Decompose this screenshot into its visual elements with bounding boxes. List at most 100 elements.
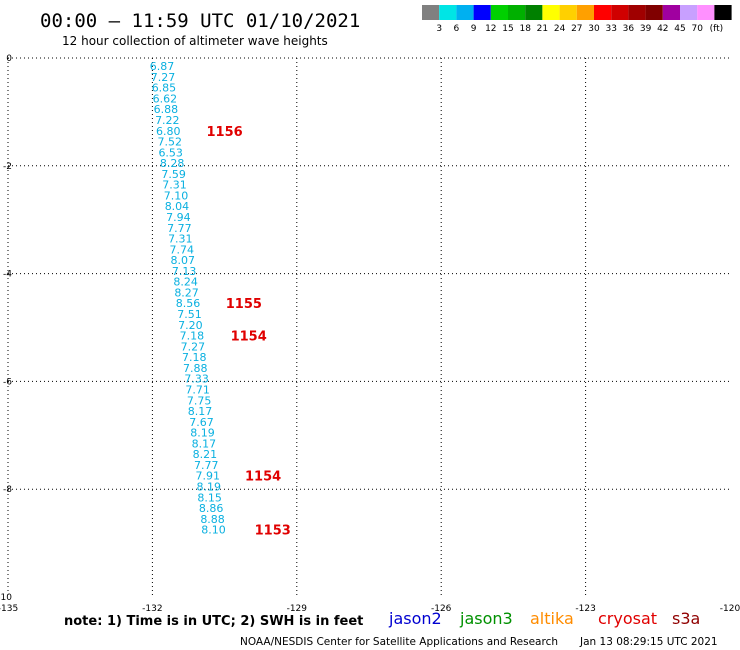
x-tick-label: -120 xyxy=(720,604,740,614)
colorbar-label: 3 xyxy=(436,24,442,34)
colorbar-swatch xyxy=(490,5,508,20)
colorbar-swatch xyxy=(662,5,680,20)
swh-value-label: 7.31 xyxy=(162,179,187,192)
satellite-legend: jason2 jason3 altika cryosat s3a xyxy=(388,609,700,628)
x-tick-label: -135 xyxy=(0,604,18,614)
y-tick-label: -8 xyxy=(3,485,12,495)
colorbar-swatch xyxy=(525,5,543,20)
colorbar-swatch xyxy=(576,5,594,20)
colorbar-label: 42 xyxy=(657,24,668,34)
colorbar-label: 70 xyxy=(691,24,703,34)
swh-value-label: 7.20 xyxy=(178,319,203,332)
colorbar-label: 21 xyxy=(537,24,548,34)
swh-value-label: 6.53 xyxy=(158,146,183,159)
swh-value-label: 7.18 xyxy=(180,330,205,343)
swh-value-label: 8.07 xyxy=(170,254,195,267)
colorbar-label: 36 xyxy=(623,24,635,34)
x-tick-label: -126 xyxy=(431,604,452,614)
colorbar-label: 9 xyxy=(471,24,477,34)
y-tick-label: 0 xyxy=(6,54,12,64)
swh-value-label: 7.18 xyxy=(182,351,207,364)
pass-time-label: 1155 xyxy=(226,297,262,312)
chart-title: 00:00 – 11:59 UTC 01/10/2021 xyxy=(40,10,360,32)
swh-value-label: 8.17 xyxy=(188,405,213,418)
colorbar-swatch xyxy=(422,5,440,20)
swh-value-label: 8.21 xyxy=(193,448,218,461)
colorbar-label: 27 xyxy=(571,24,582,34)
swh-value-label: 8.19 xyxy=(196,481,221,494)
color-legend: 3 6 9 12 15 18 21 24 27 30 33 36 39 42 45 70 (ft) xyxy=(422,5,732,34)
swh-value-label: 6.80 xyxy=(156,125,181,138)
colorbar-swatch xyxy=(456,5,474,20)
colorbar-swatch xyxy=(542,5,560,20)
swh-value-label: 7.27 xyxy=(151,71,176,84)
x-tick-label: -129 xyxy=(287,604,308,614)
swh-value-label: 8.27 xyxy=(174,286,199,299)
swh-value-label: 6.88 xyxy=(154,103,179,116)
swh-value-label: 8.17 xyxy=(192,437,217,450)
colorbar-unit: (ft) xyxy=(710,24,724,34)
swh-value-label: 6.62 xyxy=(153,92,178,105)
swh-value-label: 7.13 xyxy=(172,265,197,278)
y-tick-label: -2 xyxy=(3,162,12,172)
pass-time-label: 1156 xyxy=(207,125,243,140)
satellite-legend-altika: altika xyxy=(530,609,574,628)
swh-value-label: 7.74 xyxy=(170,243,195,256)
colorbar-swatch xyxy=(628,5,646,20)
satellite-legend-cryosat: cryosat xyxy=(598,609,657,628)
swh-value-label: 7.75 xyxy=(187,394,212,407)
colorbar-label: 33 xyxy=(605,24,616,34)
swh-value-label: 7.10 xyxy=(164,189,189,202)
satellite-legend-jason2: jason2 xyxy=(388,609,442,628)
colorbar-label: 24 xyxy=(554,24,566,34)
swh-value-label: 7.51 xyxy=(177,308,202,321)
colorbar-label: 18 xyxy=(519,24,531,34)
chart-subtitle: 12 hour collection of altimeter wave hei… xyxy=(62,34,328,48)
swh-value-label: 7.71 xyxy=(185,383,210,396)
colorbar-label: 45 xyxy=(674,24,685,34)
x-tick-label: -123 xyxy=(575,604,595,614)
y-tick-label: -10 xyxy=(0,593,12,603)
pass-time-label: 1153 xyxy=(255,524,291,539)
swh-value-label: 8.19 xyxy=(190,427,215,440)
pass-time-label: 1154 xyxy=(245,470,281,485)
footer-credit: NOAA/NESDIS Center for Satellite Applica… xyxy=(240,636,558,648)
colorbar-label: 12 xyxy=(485,24,496,34)
swh-value-label: 6.87 xyxy=(150,60,175,73)
colorbar-swatch xyxy=(611,5,629,20)
colorbar-swatch xyxy=(697,5,715,20)
satellite-legend-jason3: jason3 xyxy=(459,609,513,628)
swh-value-label: 7.22 xyxy=(155,114,180,127)
x-tick-label: -132 xyxy=(142,604,162,614)
swh-value-label: 8.88 xyxy=(200,513,225,526)
swh-value-label: 7.27 xyxy=(181,340,206,353)
swh-value-label: 6.85 xyxy=(152,82,177,95)
swh-value-label: 7.67 xyxy=(189,416,214,429)
swh-value-label: 8.24 xyxy=(173,276,198,289)
swh-value-label: 7.88 xyxy=(183,362,208,375)
colorbar-swatch xyxy=(508,5,526,20)
swh-value-label: 8.28 xyxy=(160,157,185,170)
footer-timestamp: Jan 13 08:29:15 UTC 2021 xyxy=(579,636,718,648)
colorbar-swatch xyxy=(473,5,491,20)
swh-value-label: 8.15 xyxy=(197,491,222,504)
y-tick-label: -4 xyxy=(3,270,12,280)
plot-area: -135 -132 -129 -126 -123 -120 0 -2 -4 -6 -8 -10 6.87… xyxy=(0,54,740,614)
colorbar-swatch xyxy=(645,5,663,20)
colorbar-swatch xyxy=(714,5,732,20)
colorbar-label: 6 xyxy=(454,24,460,34)
swh-value-label: 7.52 xyxy=(157,136,182,149)
swh-value-label: 7.77 xyxy=(194,459,219,472)
footer-note: note: 1) Time is in UTC; 2) SWH is in fe… xyxy=(64,614,363,629)
colorbar-swatch xyxy=(680,5,698,20)
y-tick-label: -6 xyxy=(3,377,12,387)
colorbar-swatch xyxy=(594,5,612,20)
colorbar-label: 15 xyxy=(502,24,513,34)
swh-value-label: 7.77 xyxy=(167,222,192,235)
colorbar-swatch xyxy=(439,5,457,20)
swh-value-label: 7.91 xyxy=(196,470,221,483)
swh-value-label: 8.10 xyxy=(201,524,226,537)
swh-value-label: 7.94 xyxy=(166,211,191,224)
colorbar-swatch xyxy=(559,5,577,20)
